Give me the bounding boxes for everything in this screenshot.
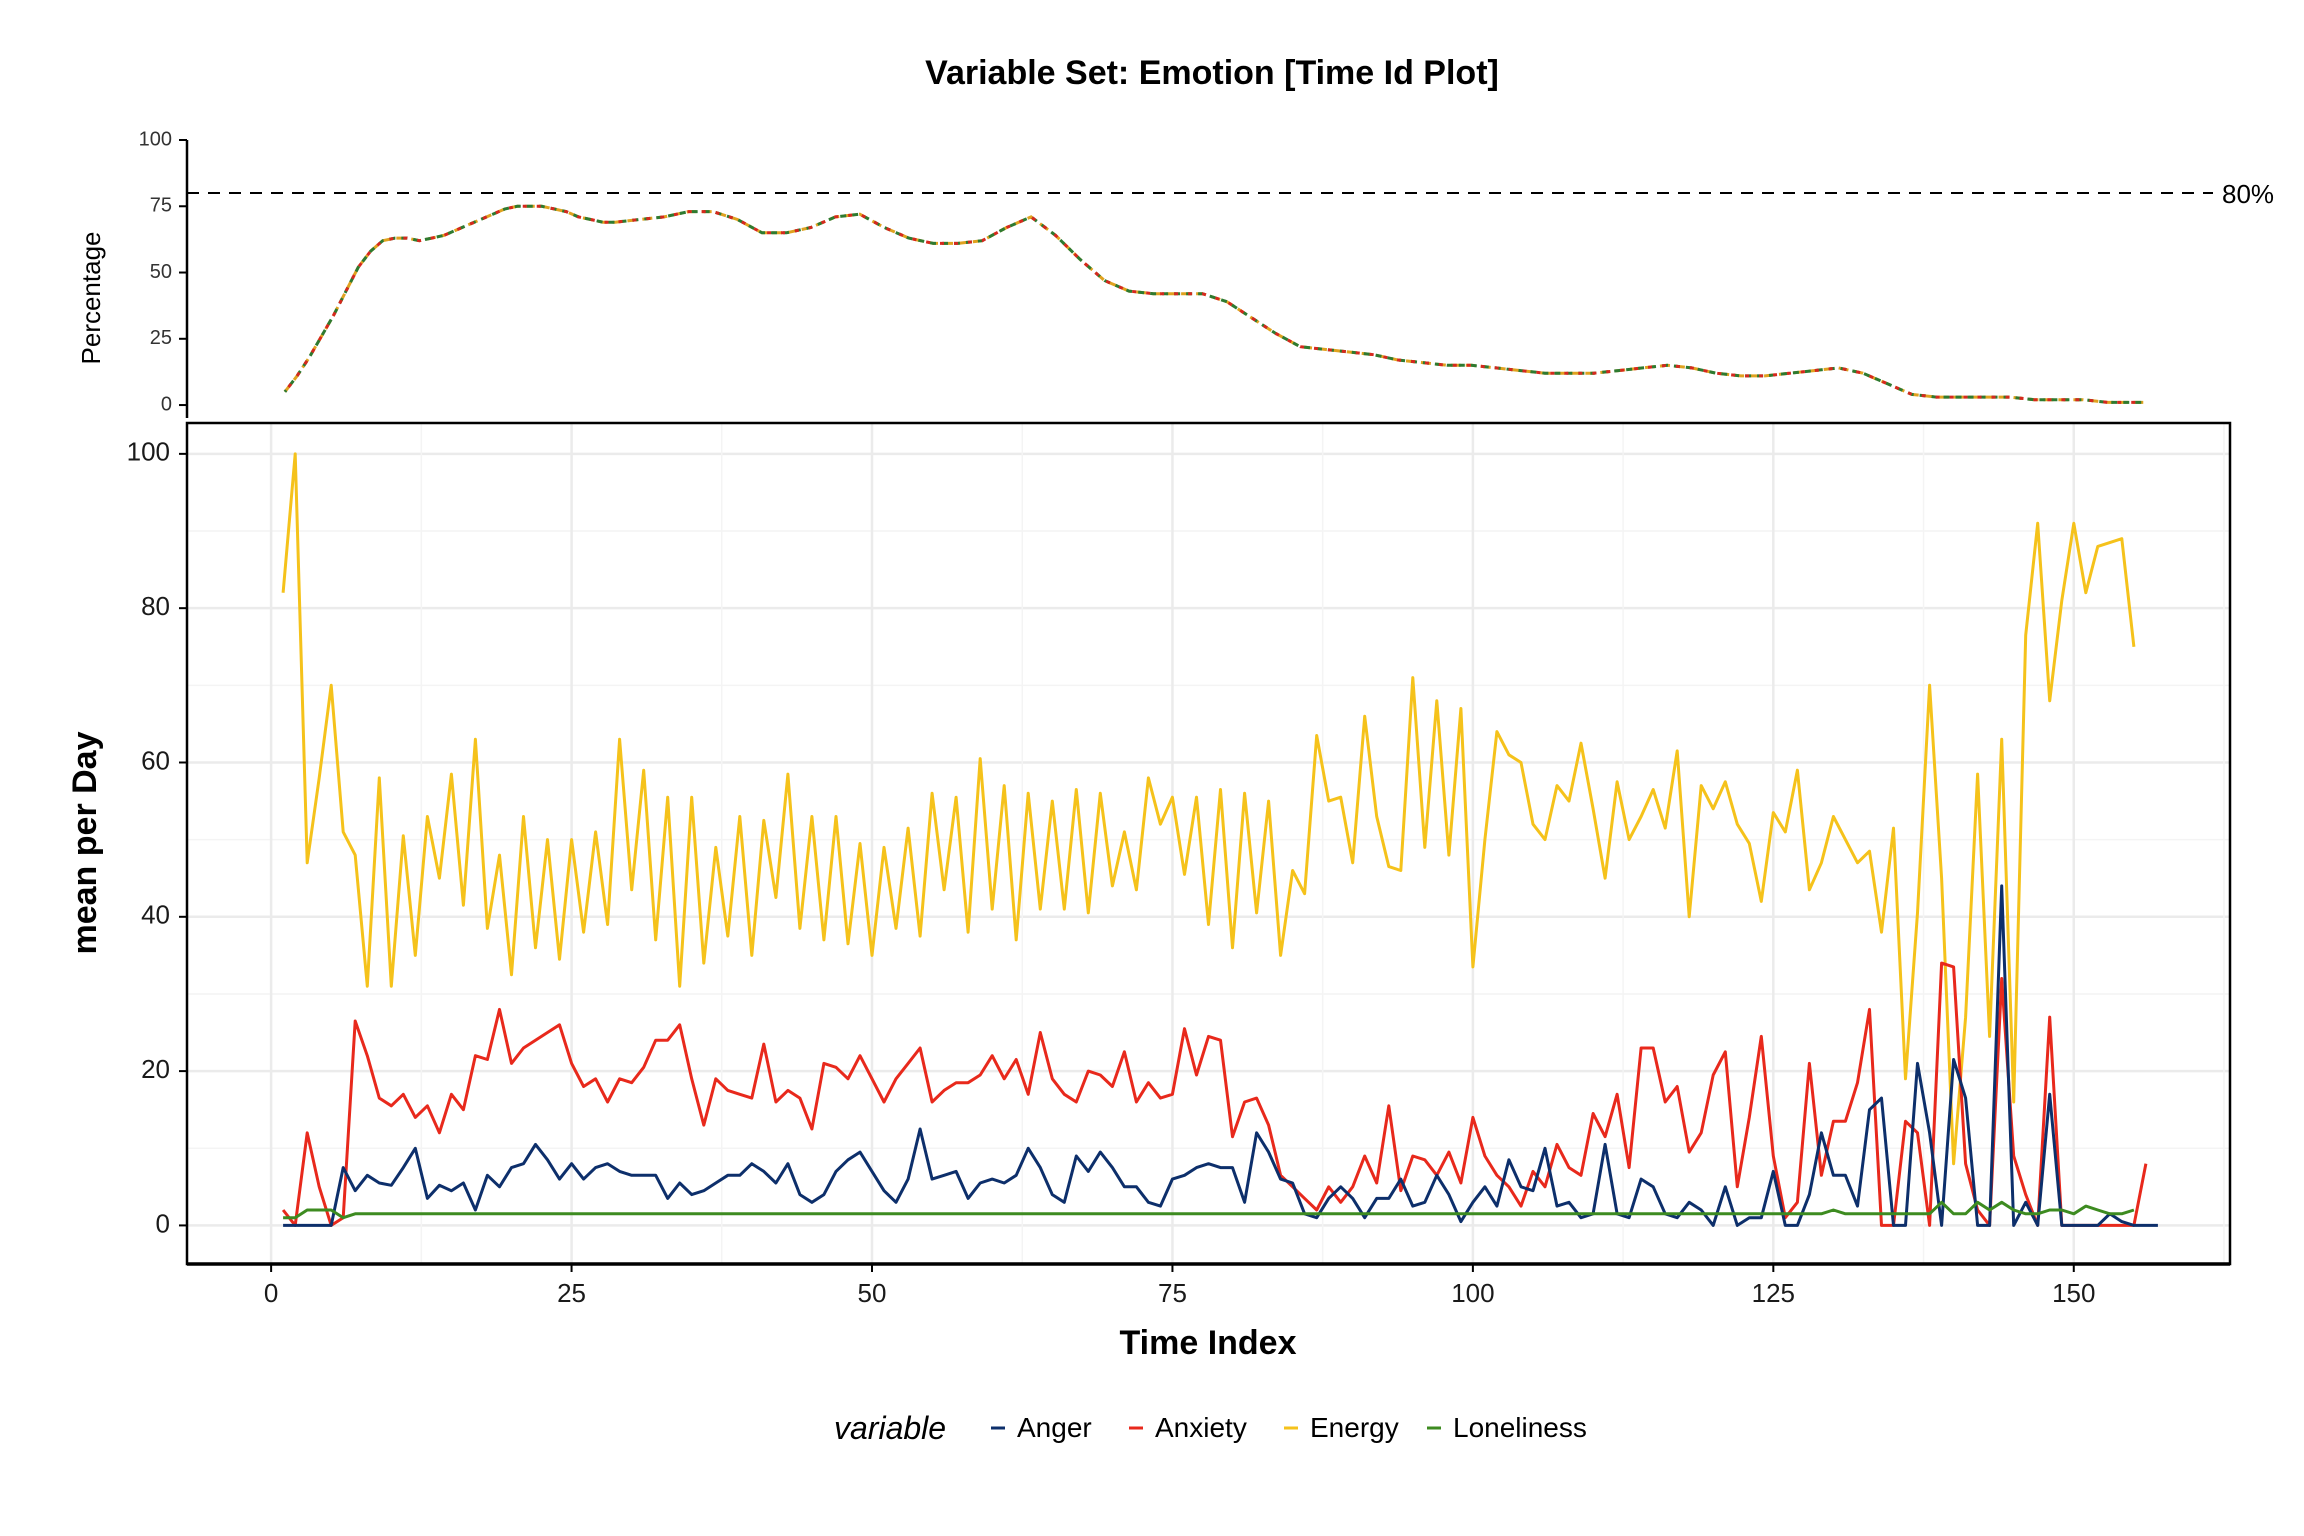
main-gridlines [187,423,2230,1264]
legend: variable Anger Anxiety Energy Loneliness [834,1410,1587,1446]
main-panel: 0 20 40 60 80 100 0 25 50 75 100 125 150 Time Index… [66,421,2232,1362]
legend-item-anxiety: Anxiety [1129,1412,1247,1443]
completion-series-line-3 [283,204,2145,404]
series-line-anger [283,884,2158,1227]
main-x-tick-label: 50 [858,1278,887,1308]
legend-item-energy: Energy [1284,1412,1399,1443]
main-x-axis-title: Time Index [1120,1324,1297,1362]
completion-y-ticks: 0 25 50 75 100 [139,128,187,415]
series-line-energy [281,452,2136,1166]
legend-label: Loneliness [1453,1412,1587,1443]
main-y-tick-label: 80 [141,591,170,621]
main-series-lines [281,452,2158,1227]
completion-y-tick-label: 0 [161,393,172,415]
legend-item-anger: Anger [991,1412,1092,1443]
main-x-tick-label: 75 [1158,1278,1187,1308]
main-x-tick-label: 100 [1451,1278,1494,1308]
main-y-ticks: 0 20 40 60 80 100 [127,437,187,1238]
completion-y-tick-label: 25 [150,327,172,349]
legend-item-loneliness: Loneliness [1427,1412,1587,1443]
completion-y-tick-label: 75 [150,195,172,217]
series-line-loneliness [283,1200,2135,1220]
main-y-axis-title: mean per Day [66,731,104,954]
completion-y-axis-title: Percentage [76,232,106,365]
legend-label: Anger [1017,1412,1092,1443]
main-y-tick-label: 0 [156,1208,170,1238]
main-x-tick-label: 125 [1752,1278,1795,1308]
series-line-anxiety [281,961,2148,1227]
main-y-tick-label: 60 [141,745,170,775]
legend-items: Anger Anxiety Energy Loneliness [991,1412,1587,1443]
chart-title: Variable Set: Emotion [Time Id Plot] [925,54,1499,92]
main-y-tick-label: 100 [127,437,170,467]
completion-threshold-label: 80% [2222,179,2274,209]
completion-series-line-2 [283,204,2145,404]
completion-y-tick-label: 100 [139,128,172,150]
main-x-tick-label: 0 [264,1278,278,1308]
legend-title: variable [834,1410,946,1446]
completion-panel: 0 25 50 75 100 80% Percentage [76,128,2274,418]
main-x-tick-label: 150 [2052,1278,2095,1308]
legend-label: Energy [1310,1412,1399,1443]
completion-y-tick-label: 50 [150,261,172,283]
main-x-ticks: 0 25 50 75 100 125 150 [264,1264,2095,1308]
main-y-tick-label: 40 [141,900,170,930]
main-x-tick-label: 25 [557,1278,586,1308]
main-y-tick-label: 20 [141,1054,170,1084]
legend-label: Anxiety [1155,1412,1247,1443]
